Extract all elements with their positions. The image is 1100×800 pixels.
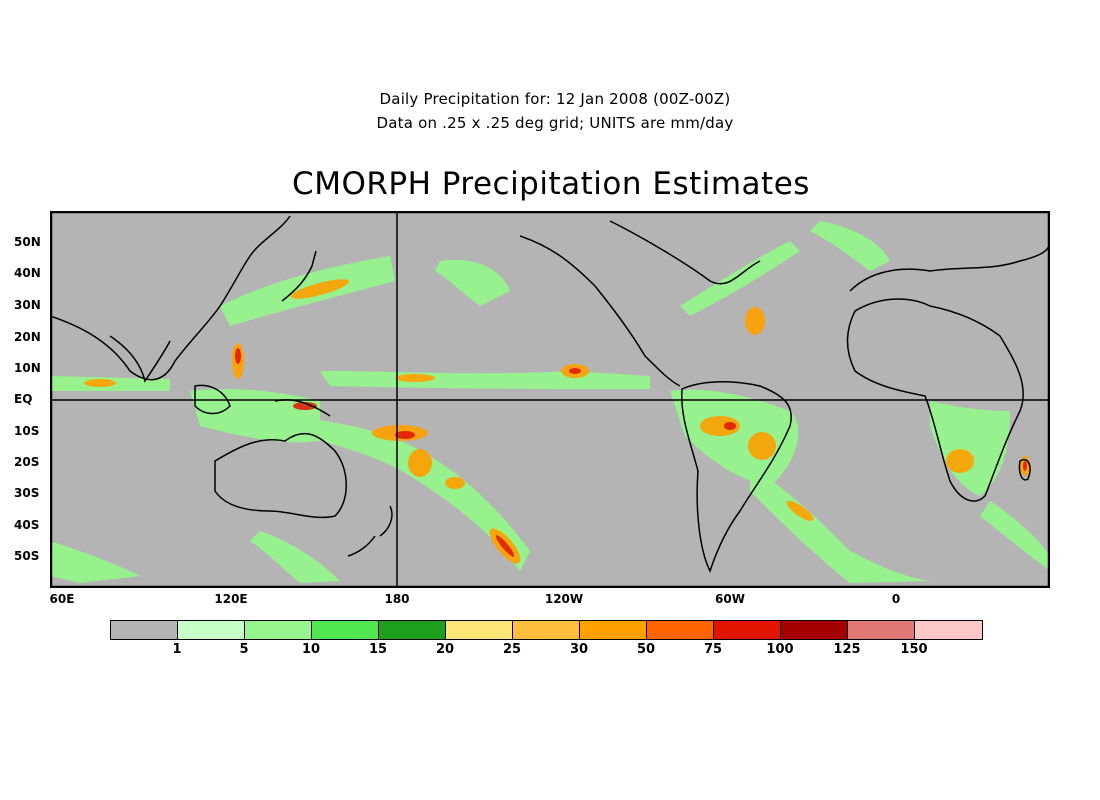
precip-core-spcz — [395, 431, 415, 439]
precip-core-itcz — [569, 368, 581, 374]
coastline-europe — [849, 240, 1050, 292]
precip-south-america — [670, 389, 799, 486]
legend-label-6: 30 — [569, 642, 589, 657]
coastline-new-zealand — [347, 505, 393, 557]
precip-core-madagascar — [1023, 461, 1027, 471]
legend-swatch-9 — [714, 621, 781, 639]
color-legend — [110, 620, 983, 640]
precip-europe — [810, 221, 890, 271]
precip-east-pacific-north — [435, 259, 510, 306]
coastlines — [50, 215, 1050, 573]
legend-swatch-12 — [915, 621, 982, 639]
legend-swatch-11 — [848, 621, 915, 639]
legend-swatch-6 — [513, 621, 580, 639]
precip-band-itcz-west — [320, 371, 650, 389]
coastline-madagascar — [1018, 459, 1031, 481]
precipitation-map — [50, 211, 1050, 588]
legend-label-2: 10 — [301, 642, 321, 657]
coastline-africa — [846, 298, 1024, 502]
coastline-asia-east — [50, 215, 291, 381]
legend-label-4: 20 — [435, 642, 455, 657]
precip-southern-ocean-2 — [50, 541, 140, 583]
precip-core-philippines — [235, 348, 241, 364]
precip-cell-itcz-2 — [395, 374, 435, 382]
precip-cell-amazon — [700, 416, 740, 436]
legend-label-5: 25 — [502, 642, 522, 657]
lon-label-60w: 60W — [715, 592, 745, 606]
legend-label-7: 50 — [636, 642, 656, 657]
coastline-japan — [281, 250, 317, 302]
precip-heavy-areas — [235, 348, 1027, 557]
precip-south-atlantic — [750, 466, 930, 583]
coastline-india — [109, 335, 171, 383]
legend-label-3: 15 — [368, 642, 388, 657]
precip-maritime-continent — [190, 389, 320, 443]
subtitle-units: Data on .25 x .25 deg grid; UNITS are mm… — [376, 114, 734, 132]
precip-cell-atlantic-north — [745, 307, 765, 335]
precip-cell-indian-ocean — [84, 379, 116, 387]
coastline-north-america — [519, 220, 761, 387]
lat-label-50s: 50S — [14, 549, 40, 563]
subtitle-date: Daily Precipitation for: 12 Jan 2008 (00… — [379, 90, 731, 108]
map-title: CMORPH Precipitation Estimates — [292, 166, 810, 202]
lon-label-0: 0 — [891, 592, 901, 606]
lat-label-10s: 10S — [14, 424, 40, 438]
legend-swatch-7 — [580, 621, 647, 639]
legend-label-10: 125 — [833, 642, 861, 657]
legend-label-11: 150 — [900, 642, 928, 657]
legend-label-0: 1 — [172, 642, 182, 657]
legend-swatch-0 — [111, 621, 178, 639]
legend-swatch-2 — [245, 621, 312, 639]
coastline-australia — [214, 432, 347, 519]
lat-label-20n: 20N — [14, 330, 41, 344]
precip-cell-south-atlantic — [786, 500, 814, 522]
legend-label-9: 100 — [766, 642, 794, 657]
precip-cell-brazil — [748, 432, 776, 460]
legend-swatch-10 — [781, 621, 848, 639]
precip-core-amazon — [724, 422, 736, 430]
coastline-south-america — [680, 380, 792, 573]
lat-label-eq: EQ — [14, 392, 33, 406]
precip-southern-ocean-1 — [250, 531, 340, 583]
lat-label-50n: 50N — [14, 235, 41, 249]
lat-label-40s: 40S — [14, 518, 40, 532]
legend-label-1: 5 — [239, 642, 249, 657]
legend-swatch-3 — [312, 621, 379, 639]
lon-label-60e: 60E — [49, 592, 75, 606]
lat-label-10n: 10N — [14, 361, 41, 375]
precip-north-atlantic — [680, 241, 800, 316]
precip-core-png — [293, 402, 317, 410]
legend-swatch-8 — [647, 621, 714, 639]
map-frame — [50, 211, 1050, 588]
precip-cell-nw-pacific — [290, 279, 350, 299]
legend-label-8: 75 — [703, 642, 723, 657]
lon-label-120e: 120E — [214, 592, 248, 606]
precip-light-areas — [50, 221, 1050, 583]
legend-swatch-5 — [446, 621, 513, 639]
legend-swatch-4 — [379, 621, 446, 639]
precip-cell-spcz-2 — [408, 449, 432, 477]
lon-label-120w: 120W — [544, 592, 584, 606]
lat-label-30n: 30N — [14, 298, 41, 312]
precip-africa-south — [930, 401, 1010, 496]
precip-core-south-pacific — [495, 535, 515, 557]
coastline-borneo — [194, 384, 231, 415]
precip-cell-africa — [946, 449, 974, 473]
precip-south-indian — [980, 501, 1050, 571]
lat-label-20s: 20S — [14, 455, 40, 469]
precip-cell-spcz-3 — [445, 477, 465, 489]
legend-swatch-1 — [178, 621, 245, 639]
lat-label-40n: 40N — [14, 266, 41, 280]
lat-label-30s: 30S — [14, 486, 40, 500]
lon-label-180: 180 — [384, 592, 410, 606]
